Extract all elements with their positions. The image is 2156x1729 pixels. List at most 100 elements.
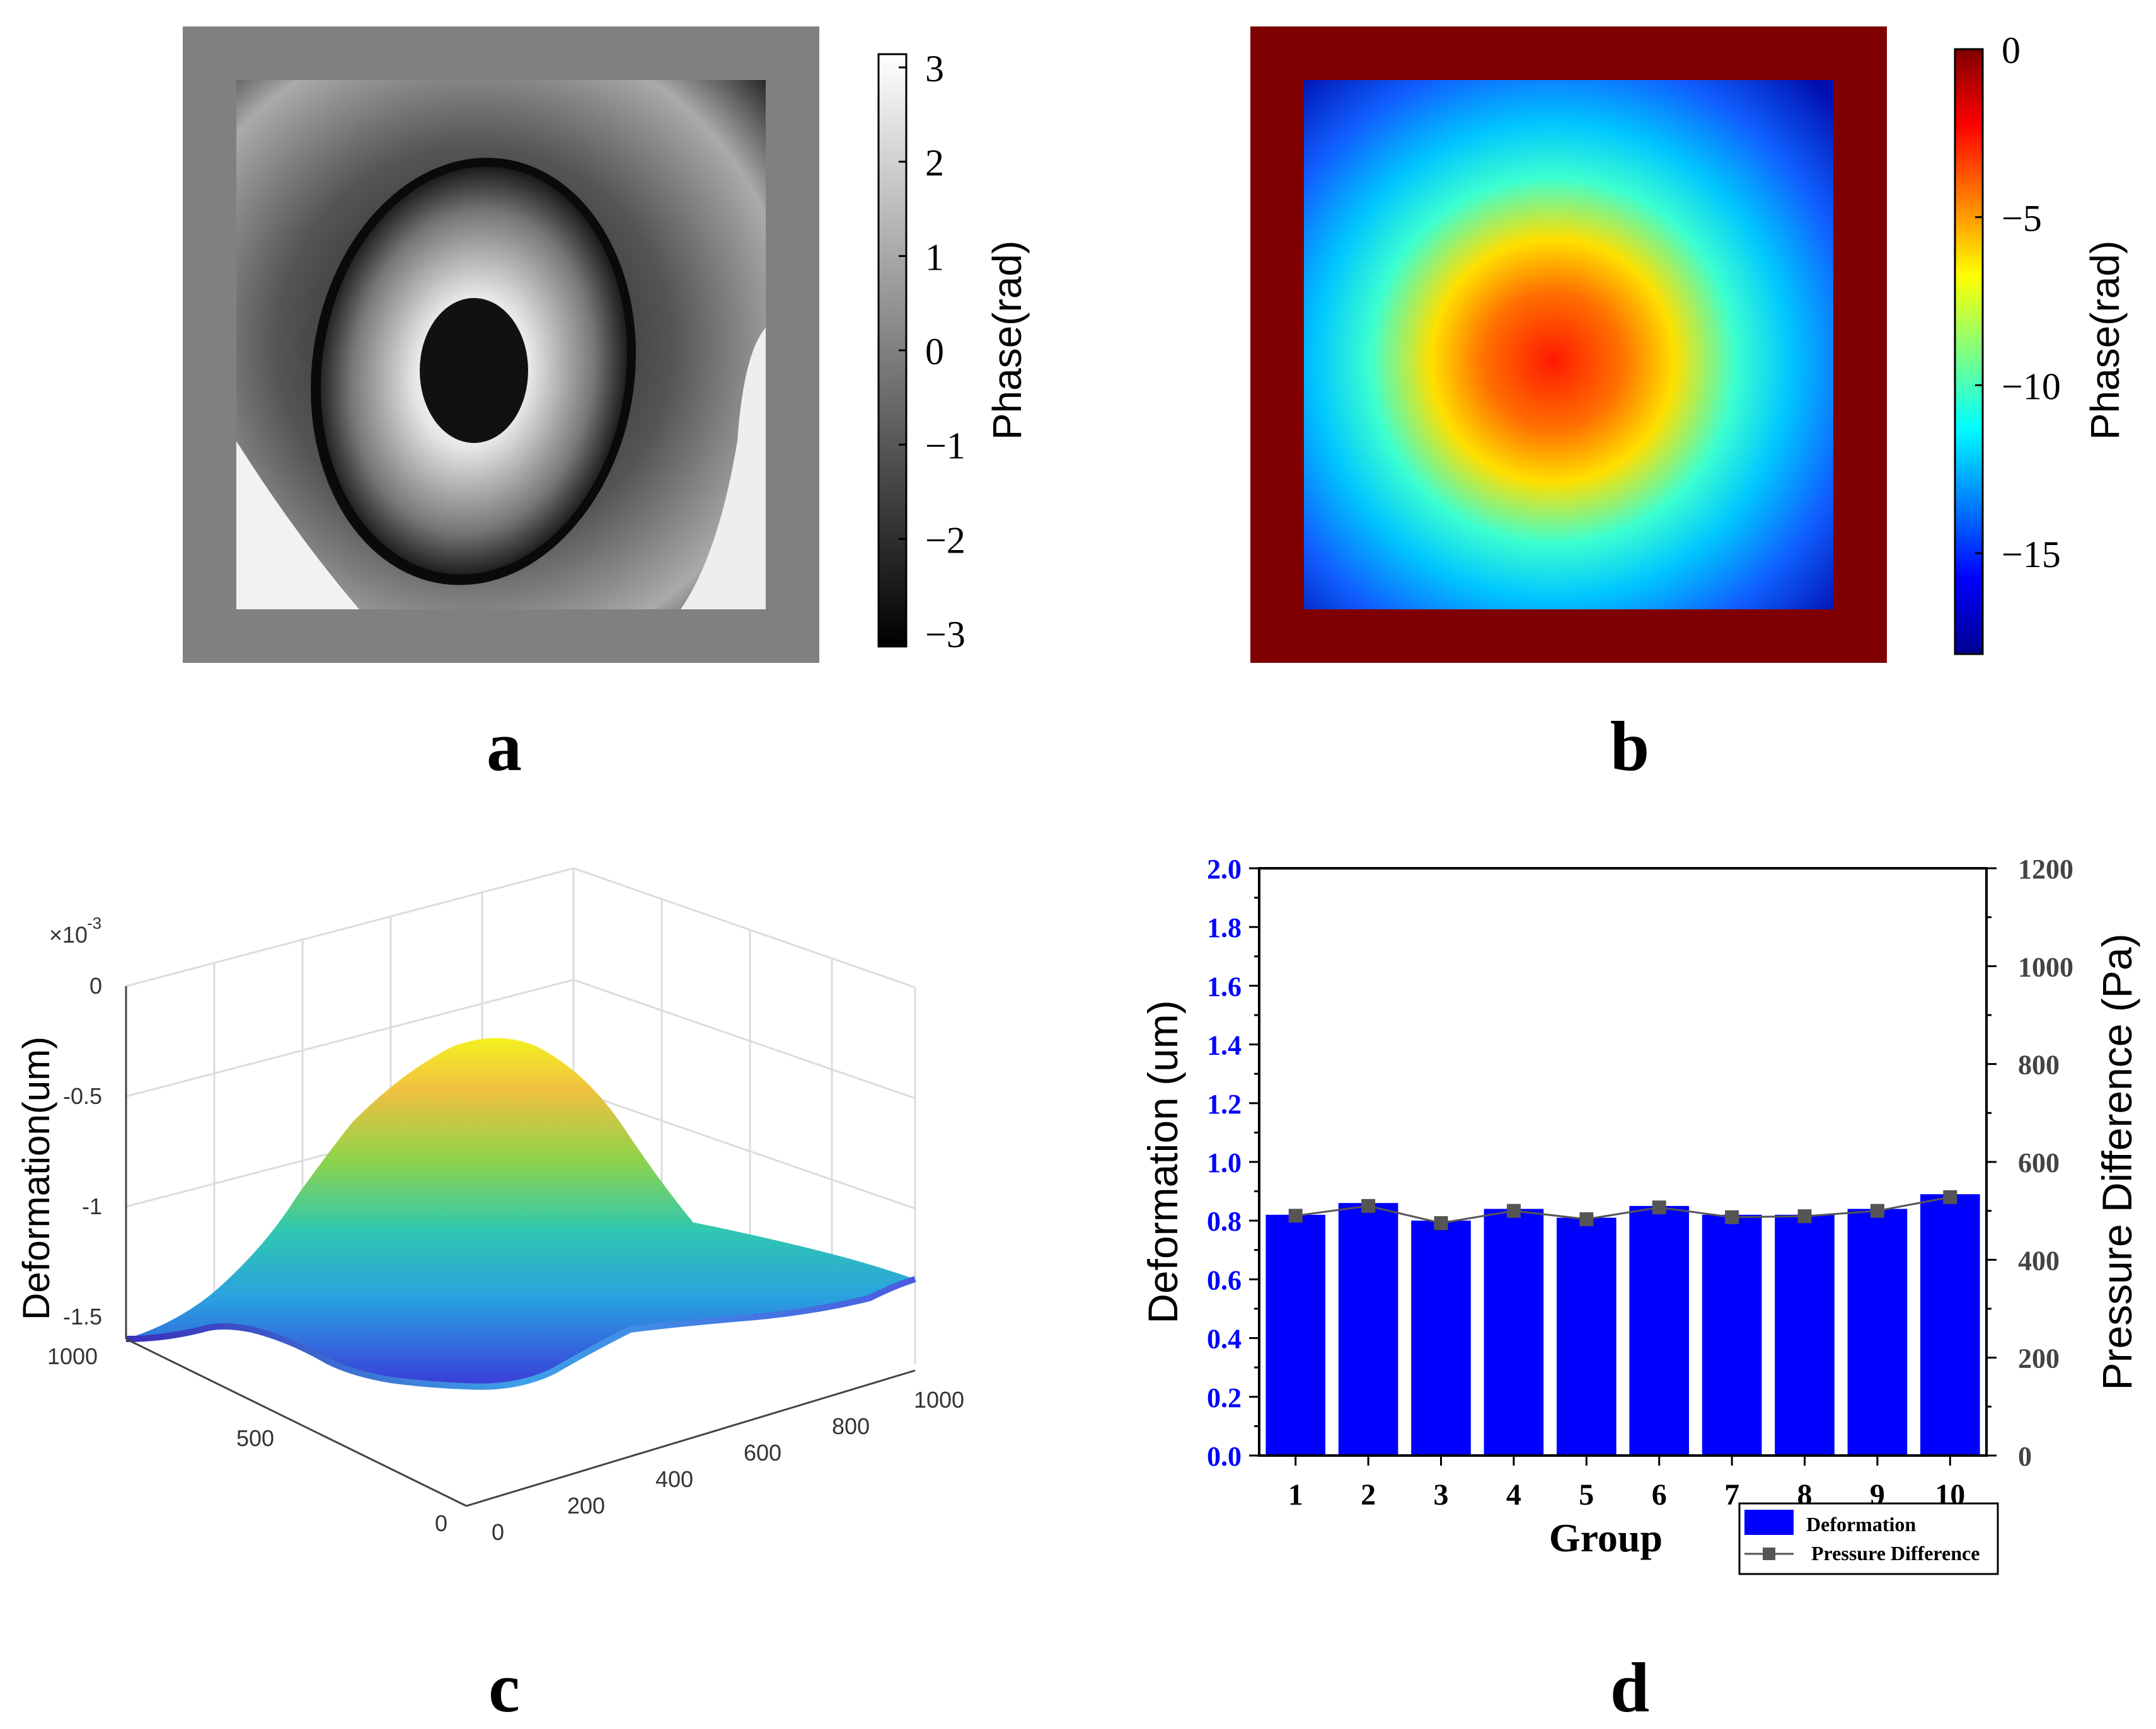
panel-d-x-tick-label: 5 (1579, 1478, 1594, 1512)
panel-a-colorbar-tick-label: 2 (925, 142, 944, 184)
panel-d-line-marker (1288, 1209, 1303, 1223)
panel-b-colorbar (1954, 48, 1984, 655)
panel-a: 3 2 1 0 −1 −2 −3 Phase(rad) a (183, 26, 1030, 786)
panel-c-y-ticks: 0 500 1000 (47, 1343, 447, 1536)
panel-c-y-tick-label: 1000 (47, 1343, 98, 1369)
panel-b-phase-map (1304, 80, 1833, 609)
panel-c-x-tick-label: 800 (832, 1413, 870, 1439)
panel-c-z-ticks: 0 -0.5 -1 -1.5 (63, 973, 102, 1330)
panel-d-legend-line-label: Pressure Difference (1811, 1542, 1980, 1565)
panel-d-line-marker (1725, 1210, 1739, 1224)
panel-d-line-marker (1506, 1203, 1521, 1218)
panel-c-exponent-base: ×10 (49, 922, 88, 948)
panel-d-bar (1484, 1209, 1544, 1456)
panel-a-fringe-lower-left (236, 441, 359, 609)
panel-c-exponent-power: -3 (87, 914, 101, 933)
panel-d-bar (1411, 1221, 1471, 1456)
panel-d-y2-tick-label: 200 (2018, 1343, 2060, 1374)
panel-d-y2-tick-label: 400 (2018, 1245, 2060, 1276)
panel-c-z-tick-label: -0.5 (63, 1083, 102, 1109)
panel-b-colorbar-ticks: 0 −5 −10 −15 (1975, 30, 2061, 575)
panel-a-colorbar-tick-label: 0 (925, 331, 944, 372)
panel-d-y2-tick-label: 0 (2018, 1441, 2032, 1472)
panel-c-z-tick-label: -1.5 (63, 1304, 102, 1330)
panel-d-bar (1338, 1203, 1398, 1456)
panel-b-colorbar-tick-label: 0 (2002, 30, 2021, 71)
panel-c-axes (125, 986, 916, 1507)
panel-c-y-tick-label: 500 (236, 1425, 274, 1451)
panel-d: 0.0 0.2 0.4 0.6 0.8 1.0 1.2 1.4 1.6 1.8 2.0 0 200 400… (1139, 854, 2140, 1727)
panel-d-x-tick-label: 4 (1506, 1478, 1521, 1512)
panel-c-z-tick-label: 0 (89, 973, 102, 999)
panel-c-zlabel: Deformation(um) (15, 1037, 57, 1320)
panel-c-x-tick-label: 600 (744, 1440, 781, 1466)
panel-d-ylabel: Deformation (um) (1139, 1000, 1186, 1323)
panel-a-colorbar-tick-label: −2 (925, 519, 966, 561)
panel-b: 0 −5 −10 −15 Phase(rad) b (1250, 26, 2128, 786)
panel-a-label: a (487, 708, 522, 786)
panel-d-y2-tick-label: 600 (2018, 1147, 2060, 1178)
panel-b-colorbar-tick-label: −10 (2002, 365, 2061, 407)
panel-a-colorbar-label: Phase(rad) (984, 241, 1030, 440)
panel-d-bar (1775, 1214, 1835, 1456)
panel-c-x-tick-label: 0 (492, 1519, 504, 1545)
panel-d-y-tick-label: 1.6 (1207, 971, 1242, 1002)
panel-a-colorbar-ticks: 3 2 1 0 −1 −2 −3 (899, 48, 966, 655)
panel-d-bar (1629, 1205, 1690, 1456)
panel-d-y-tick-label: 1.8 (1207, 912, 1242, 943)
panel-d-line-marker (1797, 1209, 1812, 1224)
panel-d-y-tick-label: 1.4 (1207, 1030, 1242, 1061)
panel-a-fringe-right (681, 328, 766, 609)
panel-d-chart: 0.0 0.2 0.4 0.6 0.8 1.0 1.2 1.4 1.6 1.8 2.0 0 200 400… (1139, 854, 2140, 1575)
panel-c-x-tick-label: 400 (655, 1466, 693, 1492)
panel-d-line-marker (1870, 1203, 1884, 1218)
panel-c-z-tick-label: -1 (82, 1193, 102, 1219)
panel-c-surface (126, 1038, 915, 1387)
panel-d-y-tick-label: 0.8 (1207, 1206, 1242, 1237)
panel-d-bar (1847, 1209, 1908, 1456)
panel-d-line-marker (1943, 1190, 1957, 1204)
panel-c-x-tick-label: 200 (567, 1493, 605, 1519)
panel-d-y-tick-label: 1.0 (1207, 1147, 1242, 1178)
panel-c-x-ticks: 0 200 400 600 800 1000 (492, 1387, 964, 1545)
panel-d-legend-line-marker (1763, 1548, 1775, 1560)
panel-a-colorbar-tick-label: 3 (925, 48, 944, 89)
panel-a-colorbar-tick-label: 1 (925, 236, 944, 278)
panel-d-y-tick-label: 0.2 (1207, 1382, 1242, 1413)
panel-d-y-tick-label: 1.2 (1207, 1089, 1242, 1120)
panel-b-colorbar-tick-label: −5 (2002, 198, 2042, 239)
panel-a-colorbar-tick-label: −3 (925, 614, 966, 655)
panel-d-x-tick-label: 7 (1724, 1478, 1739, 1512)
panel-d-y-tick-label: 0.0 (1207, 1441, 1242, 1472)
panel-a-fringe-edge (312, 158, 636, 583)
panel-a-colorbar-tick-label: −1 (925, 425, 966, 467)
panel-a-center-fringe (420, 298, 528, 443)
panel-d-y2label: Pressure Difference (Pa) (2094, 933, 2140, 1390)
panel-b-colorbar-label: Phase(rad) (2082, 241, 2128, 440)
panel-d-legend-bar-swatch (1744, 1510, 1794, 1535)
panel-d-x-tick-label: 3 (1434, 1478, 1449, 1512)
panel-d-bar (1920, 1194, 1980, 1456)
panel-c-label: c (488, 1649, 520, 1727)
panel-d-bar (1702, 1214, 1762, 1456)
panel-d-x-tick-label: 2 (1361, 1478, 1376, 1512)
panel-d-y2-tick-label: 800 (2018, 1050, 2060, 1081)
panel-d-line-marker (1579, 1212, 1594, 1226)
panel-c-surface-edge (125, 1276, 916, 1390)
panel-c: 0 -0.5 -1 -1.5 0 200 400 600 800 1000 0 500 1000 ×… (15, 867, 964, 1727)
panel-d-y2-tick-label: 1200 (2018, 854, 2073, 885)
panel-d-label: d (1610, 1649, 1649, 1727)
panel-d-y-tick-label: 0.4 (1207, 1324, 1242, 1355)
panel-d-bar (1556, 1217, 1617, 1456)
panel-d-line-marker (1652, 1200, 1666, 1215)
panel-d-xlabel: Group (1549, 1515, 1663, 1560)
panel-d-line-marker (1434, 1216, 1448, 1231)
panel-b-label: b (1610, 708, 1649, 786)
panel-d-line-marker (1361, 1198, 1376, 1213)
panel-d-x-tick-label: 6 (1652, 1478, 1667, 1512)
panel-d-bar (1265, 1214, 1326, 1456)
panel-d-y2-tick-label: 1000 (2018, 951, 2073, 982)
panel-c-y-tick-label: 0 (435, 1510, 447, 1536)
panel-d-y-tick-label: 0.6 (1207, 1265, 1242, 1295)
